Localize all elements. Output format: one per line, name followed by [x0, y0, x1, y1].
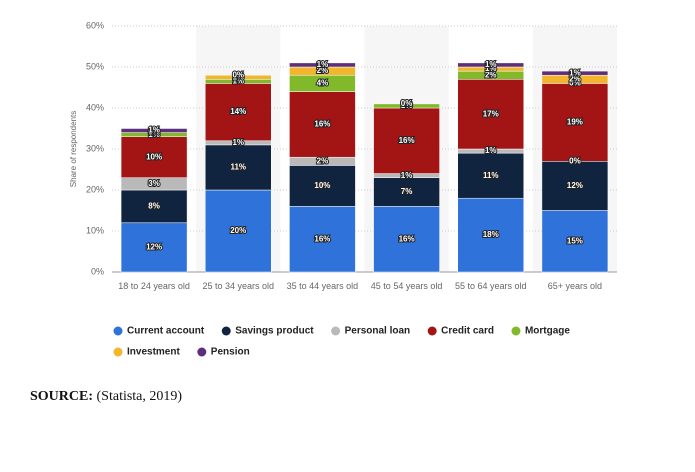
data-label: 1%	[317, 60, 329, 69]
data-label: 1%	[485, 60, 497, 69]
legend-label: Investment	[127, 347, 180, 358]
data-label: 0%	[569, 156, 581, 165]
legend-marker	[331, 326, 341, 336]
y-tick-label: 60%	[86, 20, 104, 30]
bar-segment	[120, 128, 188, 133]
legend-marker	[511, 326, 521, 336]
bar-segment	[541, 83, 609, 162]
legend-label: Mortgage	[525, 326, 570, 337]
bar-segment	[541, 70, 609, 76]
chart: Share of respondents 0% 10% 20% 30% 40% 50% 60…	[69, 20, 617, 358]
x-tick-label: 65+ years old	[547, 281, 603, 291]
legend-label: Savings product	[235, 326, 314, 337]
data-label: 16%	[314, 234, 330, 243]
data-label: 18%	[483, 230, 499, 239]
bar-segment	[120, 189, 188, 224]
bar-segment	[373, 206, 440, 273]
bar-segment	[289, 206, 356, 273]
x-tick-label: 18 to 24 years old	[118, 281, 190, 291]
bar-segment	[120, 222, 188, 273]
data-label: 0%	[569, 79, 581, 88]
bar-segment	[457, 152, 524, 199]
y-tick-label: 50%	[86, 61, 104, 71]
data-label: 20%	[230, 226, 246, 235]
data-label: 10%	[146, 152, 162, 161]
bar-segment	[120, 136, 188, 178]
data-label: 2%	[569, 74, 581, 83]
bar-segment	[457, 62, 524, 68]
y-tick-label: 30%	[86, 143, 104, 153]
data-label: 12%	[567, 181, 583, 190]
y-tick-label: 10%	[86, 225, 104, 235]
data-label: 8%	[148, 202, 160, 211]
data-label: 2%	[317, 66, 329, 75]
data-label: 17%	[483, 109, 499, 118]
data-label: 16%	[399, 234, 415, 243]
data-label: 3%	[148, 179, 160, 188]
legend-label: Personal loan	[345, 326, 411, 337]
data-label: 1%	[569, 68, 581, 77]
bar-segment	[373, 107, 440, 174]
data-label: 0%	[401, 99, 413, 108]
x-tick-label: 55 to 64 years old	[454, 281, 527, 291]
data-label: 15%	[567, 236, 583, 245]
legend-label: Pension	[211, 347, 250, 358]
data-label: 0%	[232, 70, 244, 79]
legend-label: Credit card	[441, 326, 494, 337]
data-label: 4%	[317, 79, 329, 88]
data-label: 1%	[148, 130, 160, 139]
bar-segment	[541, 161, 609, 211]
bar-segment	[205, 83, 272, 142]
x-tick-label: 45 to 54 years old	[370, 281, 443, 291]
data-label: 0%	[401, 99, 413, 108]
data-label: 1%	[232, 76, 244, 85]
bar-segment	[205, 189, 272, 273]
data-label: 11%	[483, 171, 499, 180]
data-label: 1%	[232, 72, 244, 81]
data-label: 16%	[314, 120, 330, 129]
data-label: 12%	[146, 243, 162, 252]
data-label: 1%	[485, 146, 497, 155]
data-label: 19%	[567, 117, 583, 126]
y-tick-label: 0%	[91, 266, 104, 276]
legend-marker	[113, 347, 123, 357]
data-label: 0%	[148, 128, 160, 137]
source-label: SOURCE:	[30, 389, 94, 404]
data-label: 7%	[401, 187, 413, 196]
x-tick-label: 35 to 44 years old	[286, 281, 359, 291]
data-label: 2%	[485, 70, 497, 79]
y-tick-label: 40%	[86, 102, 104, 112]
y-tick-label: 20%	[86, 184, 104, 194]
legend-label: Current account	[127, 326, 205, 337]
legend-marker	[197, 347, 207, 357]
bar-segment	[373, 103, 440, 109]
legend-marker	[221, 326, 231, 336]
bar-segment	[289, 165, 356, 207]
legend-marker	[427, 326, 437, 336]
data-label: 16%	[399, 136, 415, 145]
bar-segment	[373, 177, 440, 207]
data-label: 1%	[485, 64, 497, 73]
x-tick-label: 25 to 34 years old	[202, 281, 275, 291]
source: SOURCE: (Statista, 2019)	[30, 389, 182, 405]
bar-segment	[541, 210, 609, 273]
source-text: (Statista, 2019)	[96, 389, 183, 404]
data-label: 1%	[232, 138, 244, 147]
data-label: 11%	[230, 163, 246, 172]
y-axis-label: Share of respondents	[69, 111, 78, 188]
data-label: 1%	[401, 171, 413, 180]
bar-segment	[457, 197, 524, 273]
data-label: 1%	[401, 101, 413, 110]
legend-marker	[113, 326, 123, 336]
bar-segment	[289, 62, 356, 68]
data-label: 1%	[148, 126, 160, 135]
data-label: 2%	[317, 156, 329, 165]
data-label: 10%	[314, 181, 330, 190]
data-label: 14%	[230, 107, 246, 116]
bar-segment	[205, 74, 272, 80]
